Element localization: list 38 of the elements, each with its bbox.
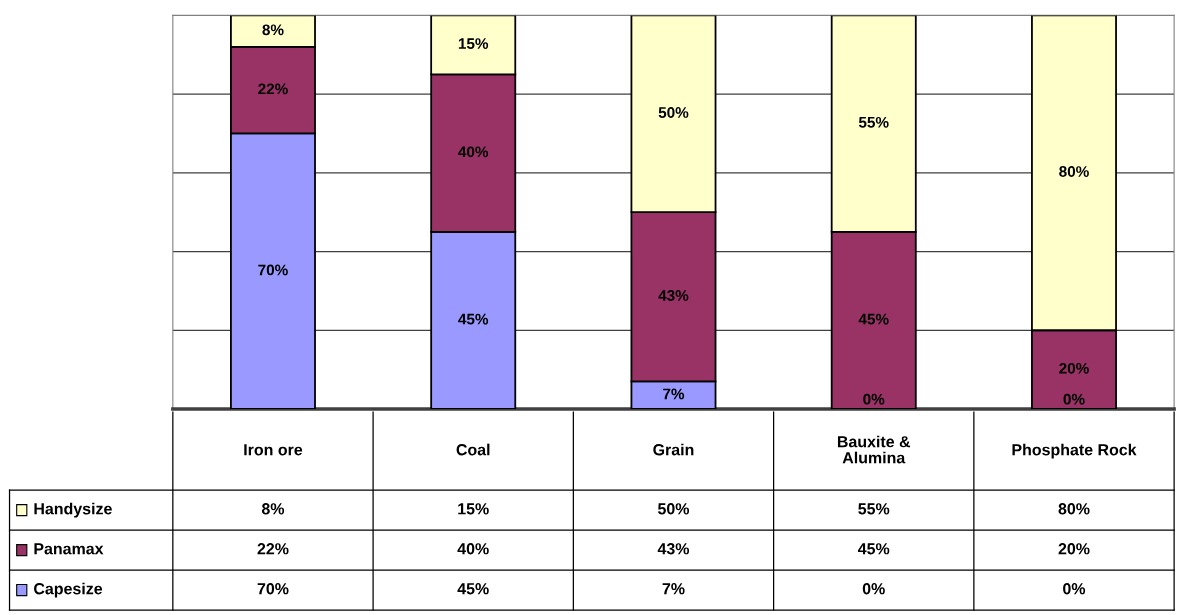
- text: 45%: [458, 313, 489, 325]
- data-label: 0%: [1063, 583, 1086, 595]
- x-tick-label: Iron ore: [244, 444, 303, 456]
- data-label: 70%: [257, 583, 289, 595]
- data-label: 45%: [457, 583, 489, 595]
- text: 40%: [458, 146, 489, 158]
- text: 22%: [258, 83, 288, 95]
- text: 0%: [863, 393, 885, 405]
- legend-label: Capesize: [34, 582, 103, 598]
- text: 70%: [258, 264, 288, 276]
- text: 0%: [1063, 393, 1085, 405]
- data-label: 8%: [261, 503, 285, 515]
- x-tick-label: Phosphate Rock: [1012, 443, 1137, 459]
- data-label: 0%: [862, 583, 885, 595]
- text: 80%: [1059, 166, 1089, 177]
- text: 7%: [663, 388, 685, 400]
- text: 20%: [1059, 362, 1089, 374]
- data-label: 22%: [257, 543, 289, 555]
- legend-label: Panamax: [34, 543, 104, 555]
- text: 45%: [858, 313, 889, 325]
- data-label: 50%: [657, 503, 690, 515]
- text: 50%: [658, 107, 689, 118]
- data-label: 40%: [457, 543, 489, 555]
- data-label: 20%: [1058, 543, 1090, 555]
- data-label: 45%: [857, 543, 890, 555]
- data-label: 15%: [458, 503, 489, 515]
- data-label: 7%: [662, 583, 685, 595]
- legend-label: Handysize: [34, 502, 112, 518]
- x-tick-label: Grain: [653, 443, 694, 456]
- data-label: 43%: [657, 543, 690, 555]
- text: 55%: [858, 116, 889, 128]
- data-label: 55%: [858, 503, 890, 515]
- text: 8%: [262, 24, 284, 36]
- x-tick-label: Bauxite & Alumina: [837, 435, 911, 464]
- x-tick-label: Coal: [456, 443, 490, 456]
- text: 15%: [458, 38, 489, 49]
- text: 43%: [658, 290, 689, 301]
- data-label: 80%: [1058, 503, 1090, 515]
